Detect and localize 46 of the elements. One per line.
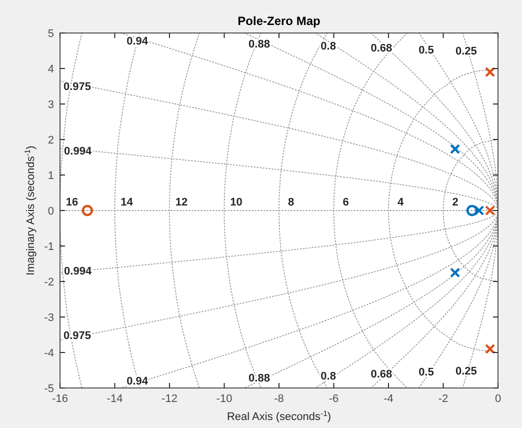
annotation: 0.68 [370,368,392,380]
annotation: 0.5 [418,366,434,379]
annotation: 16 [66,196,78,208]
annotation: 0.88 [248,372,270,385]
x-axis-title: Real Axis (seconds$^{-1}$) [226,408,332,423]
y-tick-label: 2 [48,134,54,146]
y-tick-label: -2 [44,276,54,288]
x-tick-label: -10 [216,393,232,405]
chart-title: Pole-Zero Map [238,14,320,28]
y-tick-label: 0 [48,206,54,218]
annotation: 2 [452,196,458,208]
annotation: 6 [342,196,349,208]
annotation: 4 [397,196,404,208]
annotation: 0.994 [64,146,92,158]
y-tick-label: 5 [48,28,54,40]
annotation: 0.94 [126,375,149,388]
x-tick-label: -14 [106,393,123,405]
x-tick-label: 0 [494,393,502,405]
annotation: 12 [175,196,188,208]
y-tick-label: -4 [44,348,54,360]
annotation: 0.68 [370,42,392,55]
x-tick-label: -6 [328,393,339,405]
annotation: 0.8 [320,370,336,382]
annotation: 10 [230,196,242,208]
annotation: 0.5 [418,44,434,56]
annotation: 0.94 [126,36,149,48]
annotation: 0.975 [63,81,92,94]
annotation: 8 [288,196,294,208]
annotation: 14 [120,196,134,208]
x-tick-label: -16 [52,393,68,405]
y-tick-label: 3 [48,99,54,111]
y-tick-label: -5 [44,383,54,395]
annotation: 0.25 [455,46,477,58]
y-tick-label: 4 [48,64,54,76]
x-tick-label: -8 [274,393,284,405]
x-tick-label: -12 [162,393,178,405]
y-tick-label: 1 [48,170,54,182]
annotation: 0.8 [320,40,336,53]
annotation: 0.994 [64,265,92,278]
annotation: 0.25 [455,365,477,378]
annotation: 0.975 [63,330,92,342]
x-tick-label: -4 [384,393,394,405]
y-tick-label: -3 [44,312,54,324]
x-tick-label: -2 [438,393,448,405]
annotation: 0.88 [248,38,270,50]
y-tick-label: -1 [44,241,54,253]
